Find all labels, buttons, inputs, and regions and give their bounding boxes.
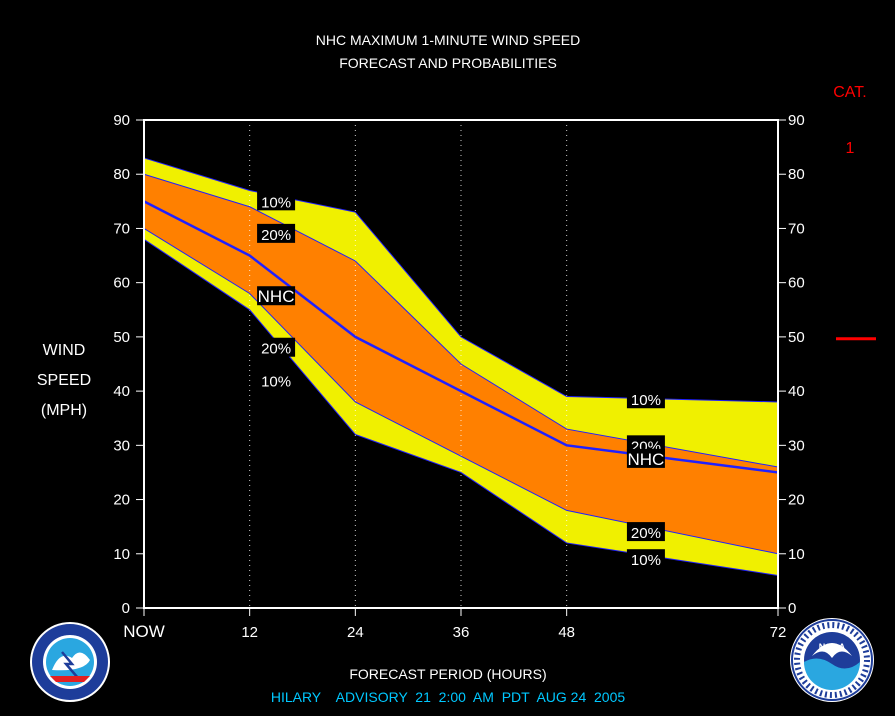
series-label-0: 10% (261, 194, 291, 211)
series-label-8: 20% (631, 525, 661, 542)
y-tick-label-left-10: 10 (113, 546, 130, 563)
series-label-bg-4 (257, 370, 296, 390)
y-axis-label-line1: WIND (43, 342, 86, 359)
series-label-bg-9 (626, 549, 665, 569)
category-label: CAT. (833, 84, 866, 101)
y-tick-label-right-60: 60 (788, 275, 805, 292)
y-tick-label-left-40: 40 (113, 383, 130, 400)
y-tick-label-left-70: 70 (113, 220, 130, 237)
noaa-logo-icon: NOAA (790, 618, 874, 702)
x-tick-label-24: 24 (347, 624, 364, 641)
advisory-info: HILARY ADVISORY 21 2:00 AM PDT AUG 24 20… (271, 689, 626, 705)
y-tick-label-right-0: 0 (788, 600, 796, 617)
plot-area (143, 120, 779, 608)
series-label-9: 10% (631, 552, 661, 569)
series-label-bg-0 (257, 191, 296, 211)
chart-subtitle: FORECAST AND PROBABILITIES (339, 55, 557, 71)
series-label-bg-7 (626, 448, 665, 468)
y-tick-label-right-50: 50 (788, 329, 805, 346)
series-line-2 (143, 200, 779, 474)
y-tick-label-right-30: 30 (788, 437, 805, 454)
svg-text:NOAA: NOAA (819, 642, 846, 652)
y-tick-label-left-80: 80 (113, 166, 130, 183)
axes: 0 0 10 10 20 20 30 30 40 40 50 50 60 60 70 70 80 80 90 90 NO… (113, 112, 804, 641)
series-label-4: 10% (261, 373, 291, 390)
series-line-1 (143, 173, 779, 468)
y-tick-label-right-80: 80 (788, 166, 805, 183)
y-tick-label-right-90: 90 (788, 112, 805, 129)
y-tick-label-left-60: 60 (113, 275, 130, 292)
y-axis-label-line2: SPEED (37, 372, 91, 389)
series-label-bg-8 (626, 522, 665, 542)
series-label-7: NHC (627, 450, 664, 469)
y-tick-label-right-10: 10 (788, 546, 805, 563)
series-line-0 (143, 157, 779, 403)
y-axis-label-line3: (MPH) (41, 402, 87, 419)
series-line-4 (143, 238, 779, 576)
category-value: 1 (846, 140, 855, 157)
y-tick-label-right-40: 40 (788, 383, 805, 400)
series-label-3: 20% (261, 341, 291, 358)
x-tick-label-36: 36 (453, 624, 470, 641)
x-axis-label: FORECAST PERIOD (HOURS) (349, 666, 546, 682)
y-tick-label-right-70: 70 (788, 220, 805, 237)
x-tick-label-48: 48 (558, 624, 575, 641)
chart-title: NHC MAXIMUM 1-MINUTE WIND SPEED (316, 32, 580, 48)
y-tick-label-left-50: 50 (113, 329, 130, 346)
series-label-bg-5 (626, 389, 665, 409)
x-tick-label-12: 12 (241, 624, 258, 641)
y-tick-label-right-20: 20 (788, 492, 805, 509)
series-label-1: 20% (261, 227, 291, 244)
series-label-5: 10% (631, 392, 661, 409)
x-tick-label-72: 72 (770, 624, 787, 641)
series-label-bg-2 (257, 286, 296, 306)
series-label-2: NHC (258, 287, 295, 306)
nws-logo-icon (30, 622, 110, 702)
series-label-bg-3 (257, 337, 296, 357)
series-label-bg-1 (257, 223, 296, 243)
y-tick-label-left-30: 30 (113, 437, 130, 454)
y-tick-label-left-20: 20 (113, 492, 130, 509)
y-tick-label-left-0: 0 (122, 600, 130, 617)
x-tick-label-0: NOW (123, 622, 165, 641)
series-line-3 (143, 228, 779, 555)
y-tick-label-left-90: 90 (113, 112, 130, 129)
